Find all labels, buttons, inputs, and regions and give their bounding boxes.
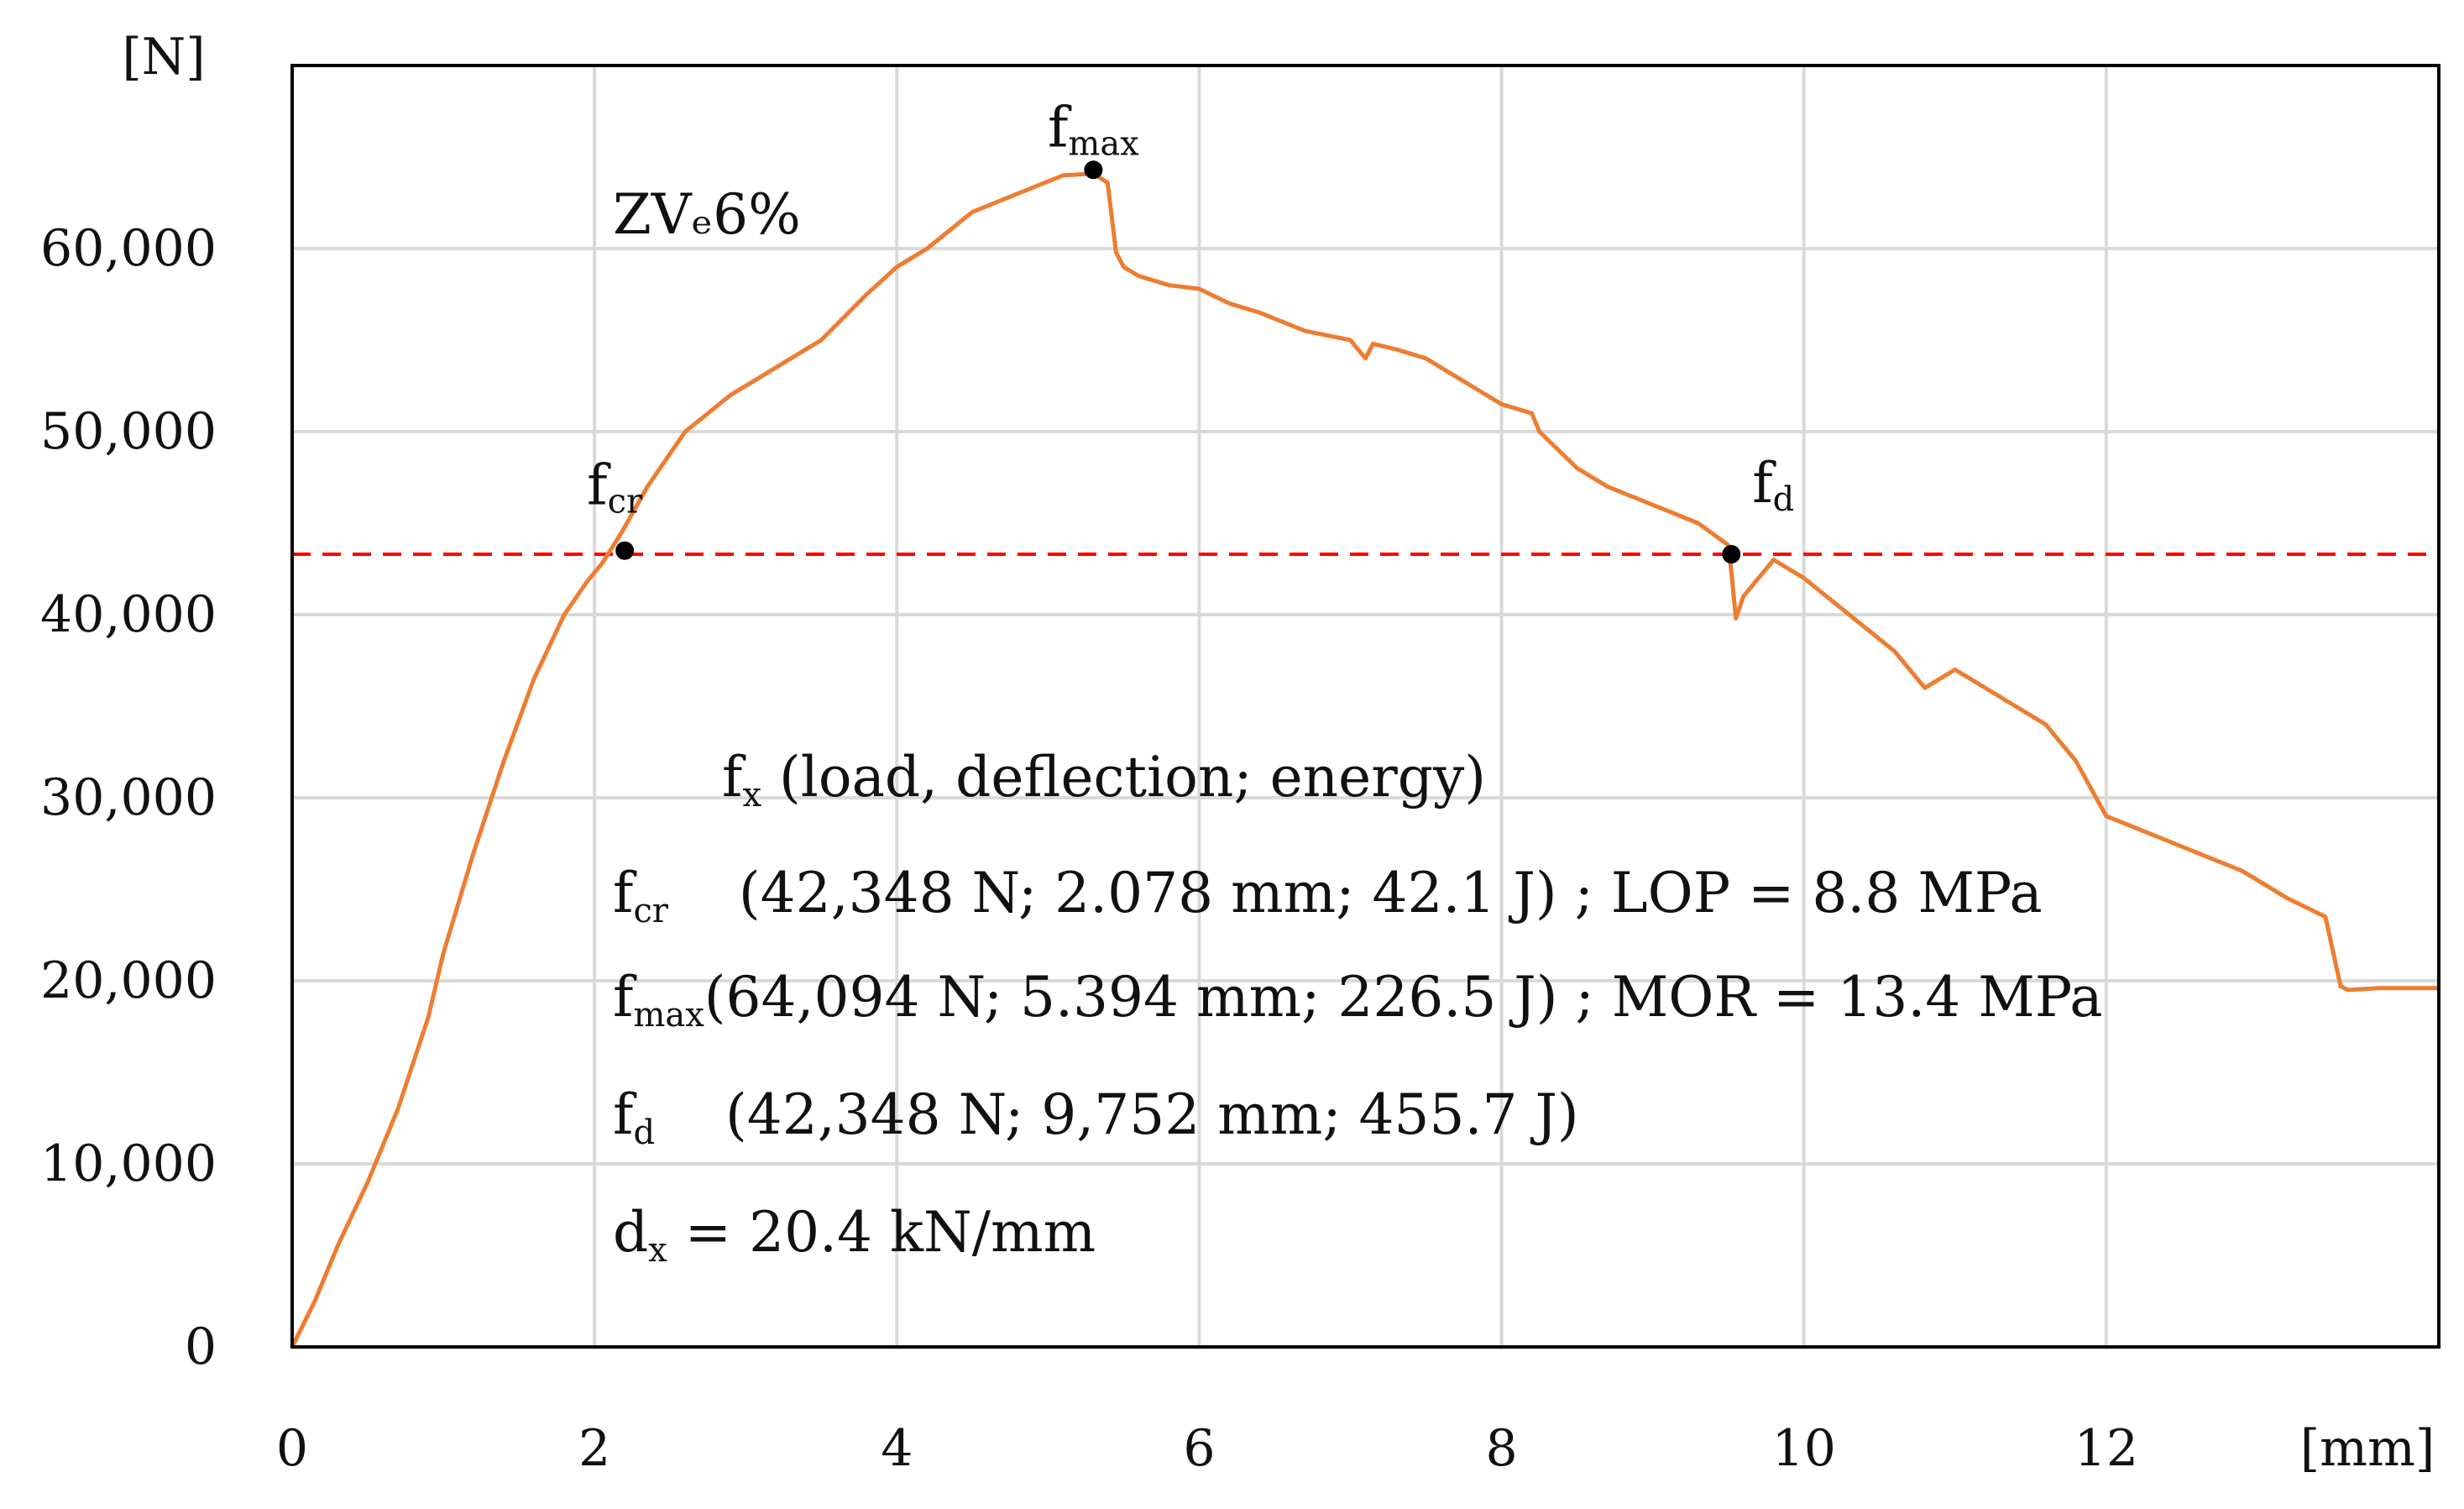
x-tick-label: 10: [1772, 1419, 1836, 1478]
x-tick-label: 0: [276, 1419, 308, 1478]
y-tick-label: 10,000: [40, 1134, 217, 1193]
gridlines: [292, 65, 2439, 1347]
results-line: fmax(64,094 N; 5.394 mm; 226.5 J) ; MOR …: [613, 965, 2103, 1035]
results-text: (42,348 N; 9,752 mm; 455.7 J): [655, 1082, 1579, 1147]
results-symbol: f: [613, 965, 637, 1030]
x-axis-unit: [mm]: [2300, 1419, 2435, 1478]
x-tick-label: 4: [881, 1419, 913, 1478]
y-tick-label: 40,000: [40, 585, 217, 644]
results-subscript: x: [742, 776, 761, 815]
results-symbol: f: [722, 745, 746, 810]
x-tick-labels: 0 2 4 6 8 10 12: [276, 1419, 2138, 1478]
results-text: (64,094 N; 5.394 mm; 226.5 J) ; MOR = 13…: [704, 965, 2103, 1030]
point-label-base: f: [587, 453, 611, 518]
y-axis-unit: [N]: [122, 28, 205, 86]
point-marker-f-d: [1722, 545, 1741, 564]
results-symbol: f: [613, 1082, 637, 1147]
results-line: fcr (42,348 N; 2.078 mm; 42.1 J) ; LOP =…: [613, 861, 2043, 930]
series-group: [290, 171, 2439, 1349]
results-annotation: fx (load, deflection; energy)fcr (42,348…: [613, 745, 2103, 1270]
x-tick-label: 2: [578, 1419, 610, 1478]
results-symbol: d: [613, 1200, 648, 1265]
point-marker-f-max: [1084, 160, 1103, 180]
point-label-subscript: d: [1773, 480, 1795, 519]
y-tick-label: 60,000: [40, 219, 217, 278]
point-label-f-max: fmax: [1048, 95, 1139, 163]
point-marker-f-cr: [615, 541, 635, 560]
point-label-f-cr: fcr: [587, 453, 643, 521]
y-tick-label: 30,000: [40, 768, 217, 827]
x-tick-label: 12: [2074, 1419, 2138, 1478]
results-subscript: cr: [633, 892, 668, 930]
results-text: (42,348 N; 2.078 mm; 42.1 J) ; LOP = 8.8…: [668, 861, 2043, 925]
results-line: fd (42,348 N; 9,752 mm; 455.7 J): [613, 1082, 1579, 1152]
specimen-label: ZVₑ6%: [613, 182, 801, 247]
point-label-base: f: [1048, 95, 1072, 160]
x-tick-label: 6: [1183, 1419, 1215, 1478]
results-line: dx = 20.4 kN/mm: [613, 1200, 1096, 1270]
x-tick-label: 8: [1485, 1419, 1517, 1478]
results-text: (load, deflection; energy): [761, 745, 1486, 810]
y-tick-label: 50,000: [40, 402, 217, 461]
y-tick-label: 0: [185, 1318, 217, 1376]
results-subscript: x: [648, 1231, 667, 1270]
point-label-base: f: [1752, 451, 1776, 516]
plot-frame: [290, 64, 2440, 1349]
results-subscript: max: [633, 996, 704, 1035]
point-label-f-d: fd: [1752, 451, 1794, 519]
y-tick-label: 20,000: [40, 951, 217, 1010]
y-tick-labels: 0 10,000 20,000 30,000 40,000 50,000 60,000: [40, 219, 217, 1376]
point-label-subscript: cr: [608, 483, 643, 521]
results-line: fx (load, deflection; energy): [722, 745, 1486, 815]
results-subscript: d: [633, 1113, 655, 1152]
results-symbol: f: [613, 861, 637, 925]
series-line: [290, 171, 2439, 1349]
results-text: = 20.4 kN/mm: [667, 1200, 1096, 1265]
point-label-subscript: max: [1068, 124, 1139, 163]
